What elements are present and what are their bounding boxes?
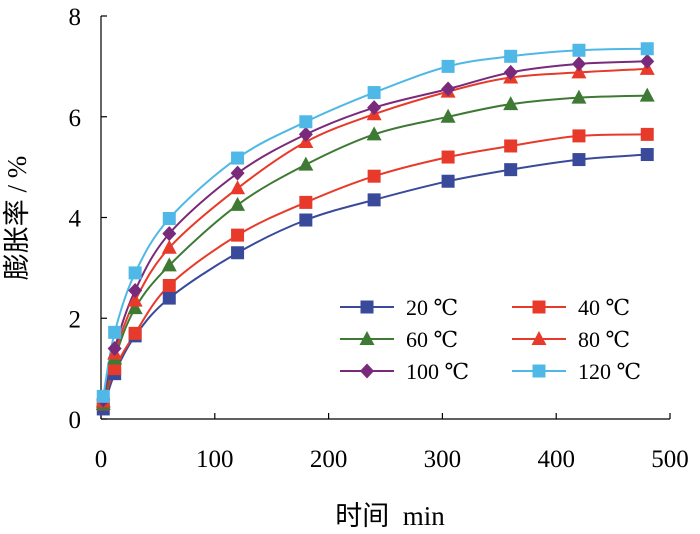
x-tick-label: 200 <box>310 446 348 473</box>
legend-label: 120 ℃ <box>578 359 641 384</box>
data-point <box>441 59 455 73</box>
legend-label: 40 ℃ <box>578 295 630 320</box>
y-tick-label: 0 <box>69 407 82 434</box>
data-point <box>127 300 143 315</box>
data-point <box>161 239 177 254</box>
data-point <box>504 163 518 177</box>
x-tick-label: 500 <box>651 446 689 473</box>
data-point <box>298 126 313 142</box>
data-point <box>504 139 518 153</box>
data-point <box>128 326 142 340</box>
data-point <box>640 127 654 141</box>
data-point <box>231 228 245 242</box>
x-axis-title: 时间 min <box>335 501 445 531</box>
data-point <box>298 156 314 171</box>
x-tick-label: 400 <box>537 446 575 473</box>
data-point <box>504 49 518 63</box>
x-tick-label: 100 <box>196 446 234 473</box>
data-point <box>441 174 455 188</box>
legend-marker <box>532 364 546 378</box>
legend-label: 80 ℃ <box>578 327 630 352</box>
data-point <box>640 42 654 56</box>
data-point <box>572 153 586 167</box>
data-point <box>299 213 313 227</box>
legend: 20 ℃ 40 ℃ 60 ℃ 80 ℃ 100 ℃ 120 ℃ <box>340 295 641 384</box>
data-point <box>161 257 177 272</box>
data-point <box>107 340 122 356</box>
data-point <box>108 362 122 376</box>
data-point <box>366 126 382 141</box>
y-tick-label: 2 <box>69 306 82 333</box>
data-point <box>162 212 176 226</box>
legend-label: 20 ℃ <box>406 295 458 320</box>
x-tick-label: 0 <box>95 446 108 473</box>
data-point <box>162 226 177 242</box>
data-point <box>230 180 246 195</box>
data-point <box>299 195 313 209</box>
legend-marker <box>360 363 374 379</box>
data-point <box>367 169 381 183</box>
legend-marker <box>531 331 547 345</box>
plot-area: 0 2 4 6 8 0 100 200 300 400 500 <box>69 4 689 473</box>
data-point <box>571 56 586 72</box>
data-point <box>571 64 587 79</box>
data-point <box>640 53 655 69</box>
data-point <box>503 96 519 111</box>
data-point <box>367 86 381 100</box>
legend-label: 100 ℃ <box>406 359 469 384</box>
legend-marker <box>532 300 546 314</box>
data-point <box>503 64 518 80</box>
data-point <box>571 89 587 104</box>
x-ticks: 0 100 200 300 400 500 <box>95 413 689 473</box>
data-point <box>640 148 654 162</box>
series-line-5 <box>102 47 648 397</box>
data-point <box>96 389 110 403</box>
legend-label: 60 ℃ <box>406 327 458 352</box>
data-point <box>128 283 143 299</box>
data-point <box>441 81 456 97</box>
data-point <box>367 100 382 116</box>
y-tick-label: 4 <box>69 206 82 233</box>
data-point <box>441 150 455 164</box>
data-point <box>162 291 176 305</box>
data-point <box>639 87 655 102</box>
y-ticks: 0 2 4 6 8 <box>69 4 107 434</box>
y-tick-label: 6 <box>69 105 82 132</box>
legend-marker <box>359 331 375 345</box>
data-point <box>231 246 245 260</box>
data-point <box>299 115 313 129</box>
data-point <box>231 151 245 165</box>
data-point <box>572 129 586 143</box>
data-point <box>572 43 586 57</box>
series-line-2 <box>102 94 648 405</box>
data-point <box>162 279 176 293</box>
data-point <box>230 165 245 181</box>
legend-marker <box>360 300 374 314</box>
x-tick-label: 300 <box>424 446 462 473</box>
y-axis-title: 膨胀率 / % <box>2 156 32 281</box>
data-point <box>127 292 143 307</box>
series-markers <box>95 42 655 416</box>
data-point <box>440 108 456 123</box>
data-point <box>128 266 142 280</box>
data-point <box>367 193 381 207</box>
data-point <box>230 196 246 211</box>
data-point <box>108 325 122 339</box>
y-tick-label: 8 <box>69 4 82 31</box>
